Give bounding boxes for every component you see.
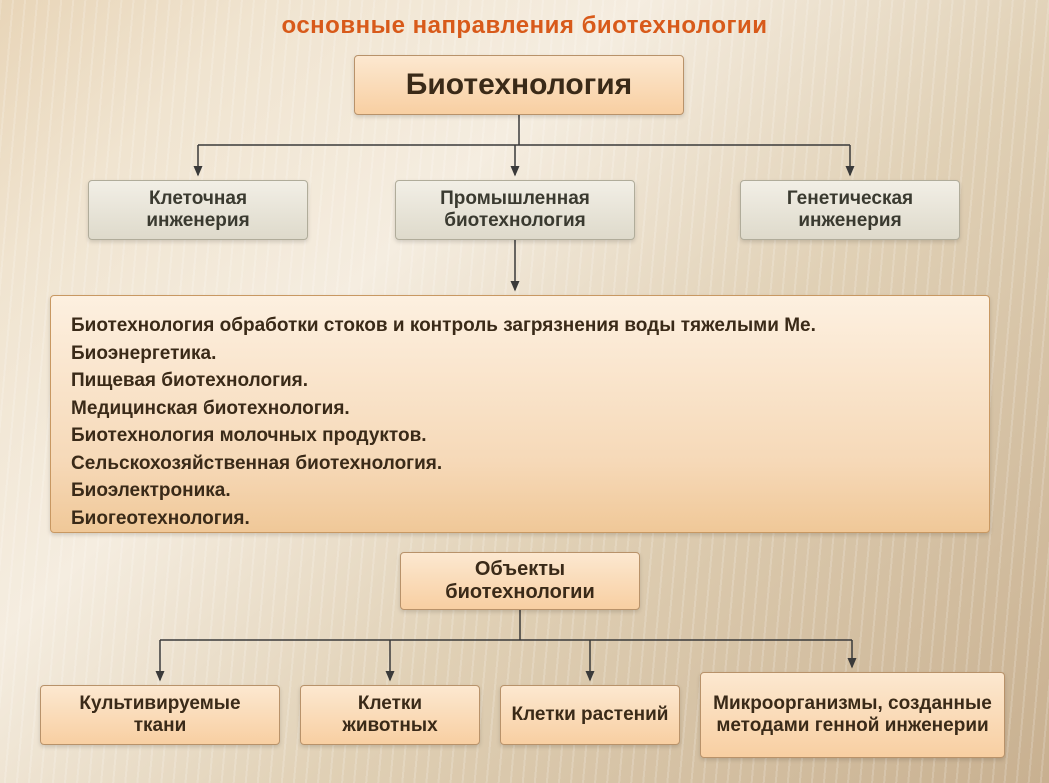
branch-right: Генетическая инженерия bbox=[740, 180, 960, 240]
details-textbox: Биотехнология обработки стоков и контрол… bbox=[50, 295, 990, 533]
root-node: Биотехнология bbox=[354, 55, 684, 115]
object-4: Микроорганизмы, созданные методами генно… bbox=[700, 672, 1005, 758]
branch-left: Клеточная инженерия bbox=[88, 180, 308, 240]
object-1: Культивируемые ткани bbox=[40, 685, 280, 745]
branch-center: Промышленная биотехнология bbox=[395, 180, 635, 240]
object-2: Клетки животных bbox=[300, 685, 480, 745]
objects-header: Объекты биотехнологии bbox=[400, 552, 640, 610]
object-3: Клетки растений bbox=[500, 685, 680, 745]
page-title: основные направления биотехнологии bbox=[0, 12, 1049, 40]
